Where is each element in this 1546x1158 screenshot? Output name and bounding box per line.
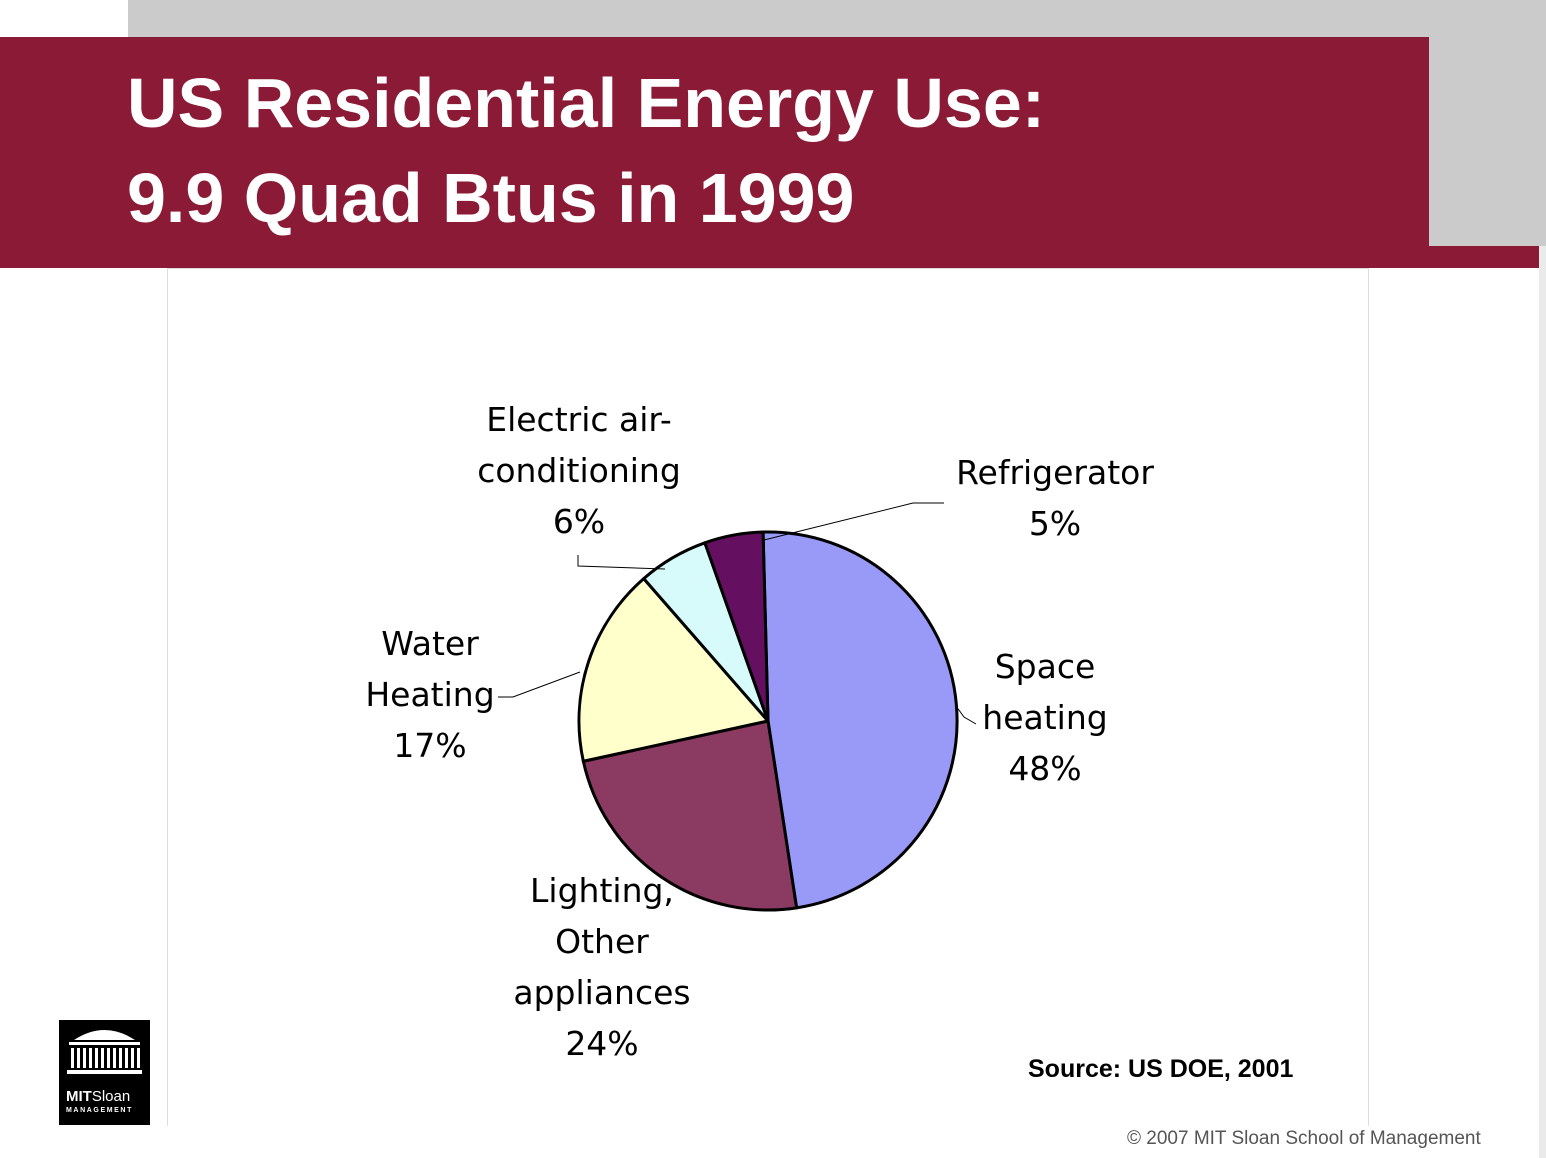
slice-name-line-0-0: Space (995, 647, 1096, 686)
slice-name-line-2-0: Water (381, 624, 479, 663)
pie-slice-2 (577, 577, 770, 763)
slide-title: US Residential Energy Use: 9.9 Quad Btus… (127, 56, 1045, 246)
pie-chart: Space heating 48% Lighting, Other appliances 2… (365, 400, 1154, 1063)
mit-sloan-logo: MITSloan MANAGEMENT (59, 1020, 150, 1125)
right-edge-strip (1539, 246, 1546, 1158)
slice-name-line-1-1: Other (555, 922, 649, 961)
slice-name-line-3-1: conditioning (477, 451, 681, 490)
slice-percent-3: 6% (553, 502, 605, 541)
slice-percent-4: 5% (1029, 504, 1081, 543)
leader-line-3 (577, 555, 666, 570)
slide-title-line-2: 9.9 Quad Btus in 1999 (127, 159, 855, 237)
slice-label-4: Refrigerator 5% (956, 453, 1154, 543)
source-note: Source: US DOE, 2001 (1028, 1055, 1294, 1083)
title-bar-edge (1429, 246, 1539, 268)
slide-title-line-1: US Residential Energy Use: (127, 64, 1046, 142)
slice-name-line-0-1: heating (982, 698, 1107, 737)
slice-name-line-3-0: Electric air- (486, 400, 672, 439)
slice-percent-1: 24% (565, 1024, 638, 1063)
dome-icon (67, 1030, 142, 1074)
slice-label-1: Lighting, Other appliances 24% (513, 871, 690, 1063)
leader-line-4 (763, 502, 944, 541)
slice-percent-0: 48% (1008, 749, 1081, 788)
pie-slices (577, 530, 959, 912)
logo-wordmark: MITSloan (66, 1088, 131, 1105)
pie-slice-0 (761, 530, 959, 910)
pie-slice-4 (703, 530, 770, 723)
slice-name-line-1-0: Lighting, (530, 871, 674, 910)
slice-label-0: Space heating 48% (982, 647, 1107, 788)
leader-line-2 (498, 671, 581, 698)
title-bar (0, 37, 1429, 268)
chart-frame: Space heating 48% Lighting, Other appliances 2… (167, 268, 1369, 1126)
pie-slice-1 (581, 719, 799, 912)
leader-line-0 (955, 705, 977, 725)
pie-labels: Space heating 48% Lighting, Other appliances 2… (365, 400, 1154, 1063)
slice-label-3: Electric air-conditioning 6% (477, 400, 681, 541)
slice-name-line-2-1: Heating (365, 675, 494, 714)
slice-name-line-1-2: appliances (513, 973, 690, 1012)
slice-label-2: Water Heating 17% (365, 624, 494, 765)
slice-percent-2: 17% (393, 726, 466, 765)
logo-subtext: MANAGEMENT (66, 1107, 133, 1114)
slice-name-line-4-0: Refrigerator (956, 453, 1154, 492)
copyright-note: © 2007 MIT Sloan School of Management (1127, 1128, 1481, 1149)
